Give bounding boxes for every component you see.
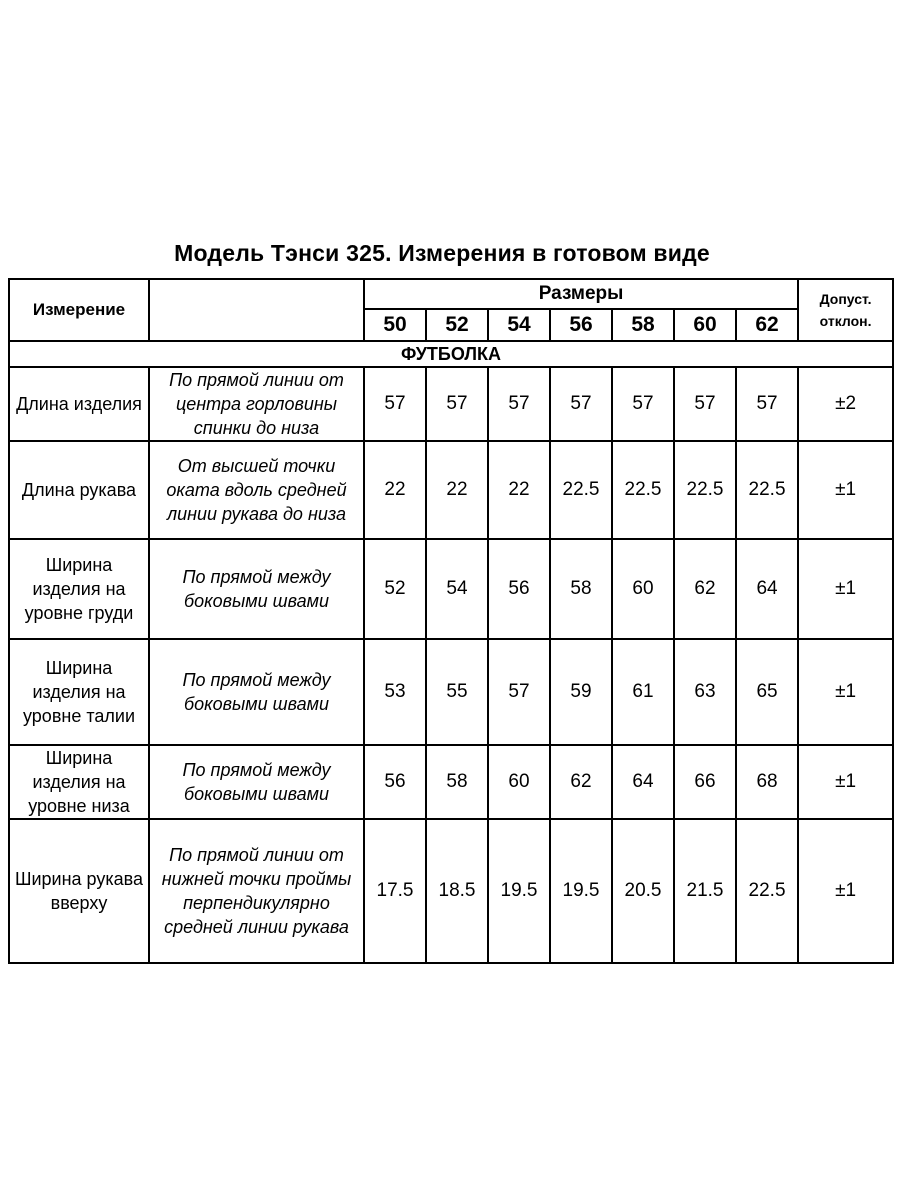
value-cell: 63 bbox=[673, 638, 737, 746]
value-cell: 57 bbox=[363, 366, 427, 442]
measure-header: Измерение bbox=[8, 278, 150, 342]
table-row: Длина рукава От высшей точки оката вдоль … bbox=[8, 440, 895, 540]
value-cell: 56 bbox=[487, 538, 551, 640]
value-cell: 57 bbox=[425, 366, 489, 442]
value-cell: 59 bbox=[549, 638, 613, 746]
value-cell: 66 bbox=[673, 744, 737, 820]
value-cell: 22.5 bbox=[734, 440, 800, 540]
measure-description: По прямой линии от центра горловины спин… bbox=[148, 366, 365, 442]
measure-description: По прямой между боковыми швами bbox=[148, 538, 365, 640]
value-cell: 60 bbox=[611, 538, 675, 640]
value-cell: 22.5 bbox=[611, 440, 675, 540]
tolerance-cell: ±1 bbox=[797, 538, 895, 640]
tolerance-cell: ±1 bbox=[797, 638, 895, 746]
size-52: 52 bbox=[425, 308, 489, 342]
section-row: ФУТБОЛКА bbox=[7, 340, 895, 368]
value-cell: 21.5 bbox=[673, 818, 737, 964]
value-cell: 18.5 bbox=[425, 818, 489, 964]
value-cell: 64 bbox=[611, 744, 675, 820]
measurements-table: Измерение Размеры Допуст. отклон. 50 52 54… bbox=[7, 278, 895, 964]
value-cell: 64 bbox=[734, 538, 800, 640]
value-cell: 22.5 bbox=[673, 440, 737, 540]
value-cell: 57 bbox=[611, 366, 675, 442]
tolerance-cell: ±1 bbox=[797, 818, 895, 964]
value-cell: 52 bbox=[363, 538, 427, 640]
section-title: ФУТБОЛКА bbox=[7, 340, 895, 368]
measure-description: По прямой линии от нижней точки проймы п… bbox=[148, 818, 365, 964]
measure-description: По прямой между боковыми швами bbox=[148, 638, 365, 746]
measure-name: Ширина изделия на уровне талии bbox=[8, 638, 150, 746]
value-cell: 17.5 bbox=[363, 818, 427, 964]
measure-name: Ширина изделия на уровне низа bbox=[8, 744, 150, 820]
value-cell: 57 bbox=[549, 366, 613, 442]
value-cell: 55 bbox=[425, 638, 489, 746]
value-cell: 20.5 bbox=[611, 818, 675, 964]
description-header bbox=[148, 278, 365, 342]
value-cell: 58 bbox=[425, 744, 489, 820]
size-58: 58 bbox=[611, 308, 675, 342]
size-54: 54 bbox=[487, 308, 551, 342]
measure-name: Длина рукава bbox=[8, 440, 150, 540]
size-50: 50 bbox=[363, 308, 427, 342]
value-cell: 61 bbox=[611, 638, 675, 746]
sizes-row: 50 52 54 56 58 60 62 bbox=[9, 308, 893, 342]
value-cell: 58 bbox=[549, 538, 613, 640]
header-row: Измерение Размеры Допуст. отклон. bbox=[8, 278, 895, 342]
measure-name: Ширина изделия на уровне груди bbox=[8, 538, 150, 640]
value-cell: 53 bbox=[363, 638, 427, 746]
value-cell: 57 bbox=[487, 638, 551, 746]
value-cell: 57 bbox=[673, 366, 737, 442]
tolerance-cell: ±2 bbox=[797, 366, 895, 442]
table-row: Ширина рукава вверху По прямой линии от н… bbox=[8, 818, 895, 964]
value-cell: 22.5 bbox=[734, 818, 800, 964]
value-cell: 22 bbox=[363, 440, 427, 540]
value-cell: 22 bbox=[487, 440, 551, 540]
measure-description: От высшей точки оката вдоль средней лини… bbox=[148, 440, 365, 540]
value-cell: 19.5 bbox=[549, 818, 613, 964]
size-60: 60 bbox=[673, 308, 737, 342]
value-cell: 56 bbox=[363, 744, 427, 820]
value-cell: 22 bbox=[425, 440, 489, 540]
tolerance-header: Допуст. отклон. bbox=[797, 278, 895, 342]
value-cell: 22.5 bbox=[549, 440, 613, 540]
size-56: 56 bbox=[549, 308, 613, 342]
table-row: Ширина изделия на уровне талии По прямой … bbox=[8, 638, 895, 746]
tolerance-cell: ±1 bbox=[797, 744, 895, 820]
size-62: 62 bbox=[734, 308, 800, 342]
table-row: Длина изделия По прямой линии от центра г… bbox=[8, 366, 895, 442]
sizes-header: Размеры bbox=[362, 278, 800, 310]
value-cell: 65 bbox=[734, 638, 800, 746]
measure-name: Ширина рукава вверху bbox=[8, 818, 150, 964]
value-cell: 19.5 bbox=[487, 818, 551, 964]
value-cell: 57 bbox=[734, 366, 800, 442]
measure-description: По прямой между боковыми швами bbox=[148, 744, 365, 820]
value-cell: 60 bbox=[487, 744, 551, 820]
value-cell: 68 bbox=[734, 744, 800, 820]
table-row: Ширина изделия на уровне груди По прямой … bbox=[8, 538, 895, 640]
page-title: Модель Тэнси 325. Измерения в готовом ви… bbox=[174, 240, 710, 266]
value-cell: 54 bbox=[425, 538, 489, 640]
tolerance-cell: ±1 bbox=[797, 440, 895, 540]
value-cell: 57 bbox=[487, 366, 551, 442]
value-cell: 62 bbox=[673, 538, 737, 640]
table-row: Ширина изделия на уровне низа По прямой м… bbox=[8, 744, 895, 820]
value-cell: 62 bbox=[549, 744, 613, 820]
measure-name: Длина изделия bbox=[8, 366, 150, 442]
